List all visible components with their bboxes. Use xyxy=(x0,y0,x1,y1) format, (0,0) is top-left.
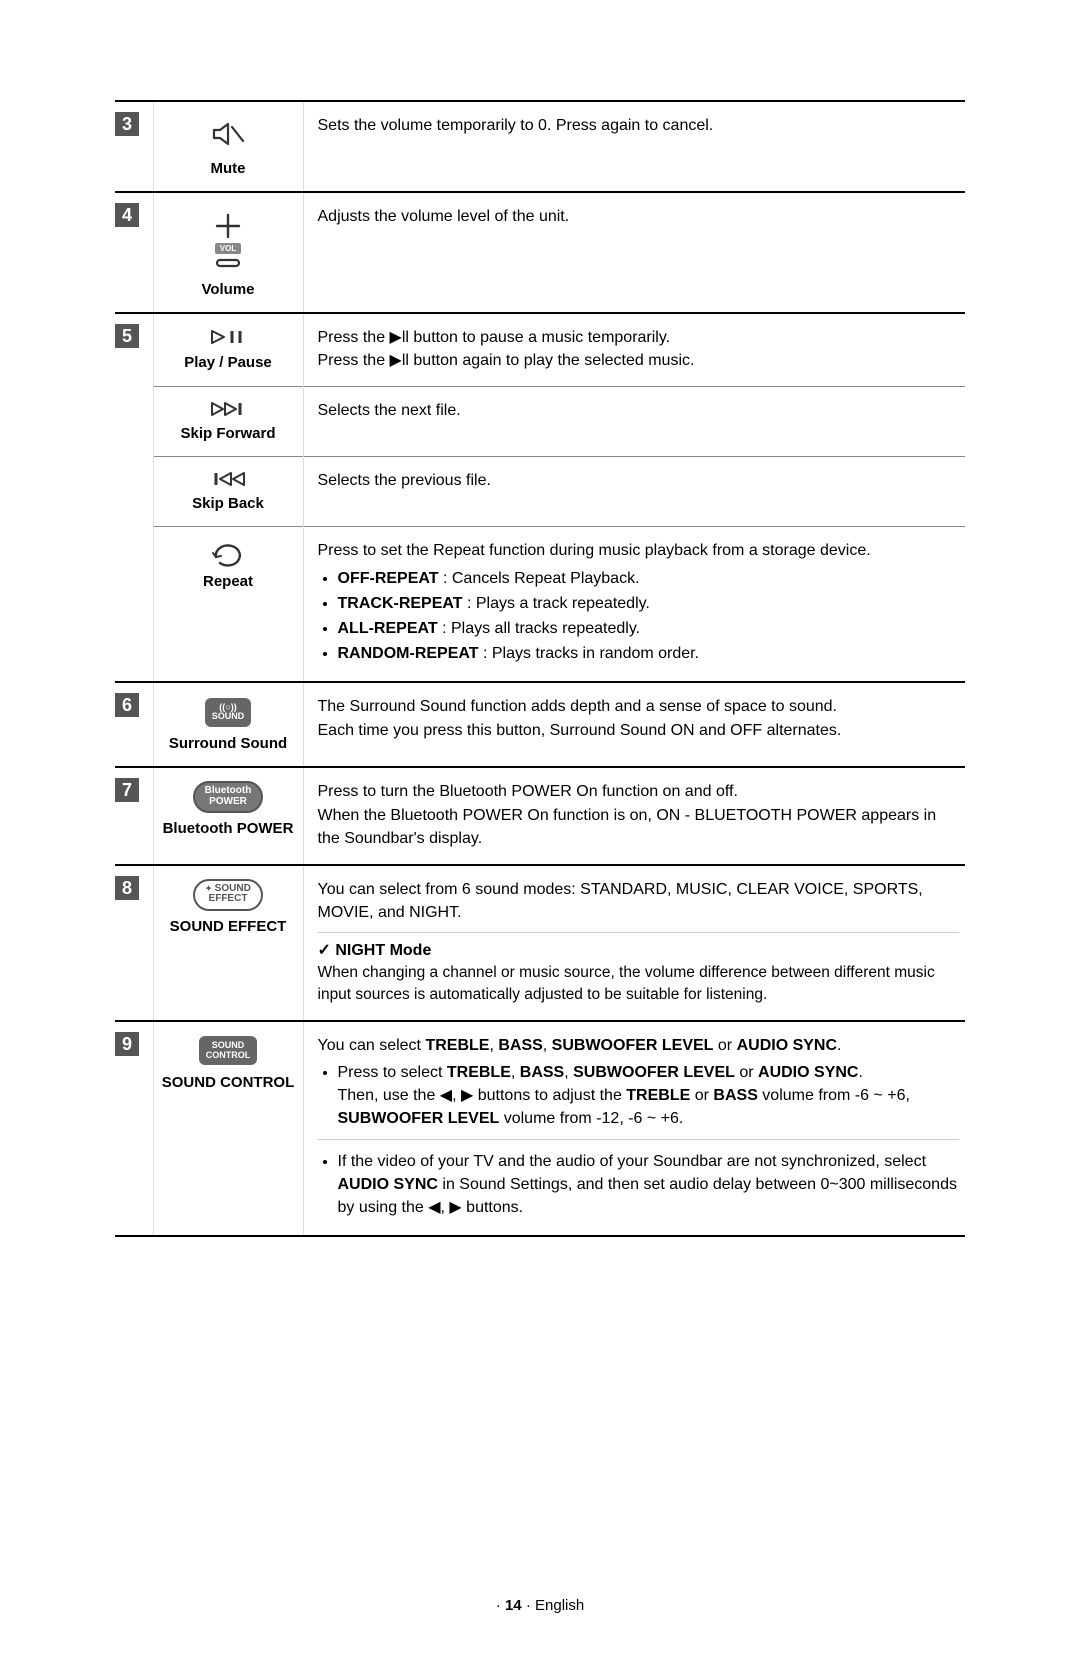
play-label: Play / Pause xyxy=(162,354,295,371)
volume-label: Volume xyxy=(162,281,295,298)
back-desc: Selects the previous file. xyxy=(303,457,965,527)
surround-label: Surround Sound xyxy=(162,735,295,752)
night-mode-heading: ✓ NIGHT Mode xyxy=(318,939,960,962)
repeat-desc: Press to set the Repeat function during … xyxy=(303,527,965,682)
mute-desc: Sets the volume temporarily to 0. Press … xyxy=(303,101,965,192)
label-cell-surround: ((○))SOUND Surround Sound xyxy=(153,682,303,767)
forward-desc: Selects the next file. xyxy=(303,387,965,457)
label-cell-soundeffect: ✦ SOUNDEFFECT SOUND EFFECT xyxy=(153,865,303,1021)
row-number: 4 xyxy=(115,203,139,227)
label-cell-forward: Skip Forward xyxy=(153,387,303,457)
bluetooth-power-icon: BluetoothPOWER xyxy=(162,778,295,816)
label-cell-soundcontrol: SOUNDCONTROL SOUND CONTROL xyxy=(153,1021,303,1236)
label-cell-back: Skip Back xyxy=(153,457,303,527)
page-footer: · 14 · English xyxy=(115,1597,965,1614)
volume-desc: Adjusts the volume level of the unit. xyxy=(303,192,965,313)
surround-desc: The Surround Sound function adds depth a… xyxy=(303,682,965,767)
remote-functions-table: 3 Mute Sets the volume temporarily to 0.… xyxy=(115,100,965,1237)
repeat-label: Repeat xyxy=(162,573,295,590)
manual-page: 3 Mute Sets the volume temporarily to 0.… xyxy=(0,0,1080,1674)
sound-effect-icon: ✦ SOUNDEFFECT xyxy=(162,876,295,914)
sound-control-icon: SOUNDCONTROL xyxy=(162,1032,295,1070)
row-number: 3 xyxy=(115,112,139,136)
label-cell-volume: VOL Volume xyxy=(153,192,303,313)
repeat-icon xyxy=(162,537,295,569)
soundeffect-label: SOUND EFFECT xyxy=(162,918,295,935)
play-desc: Press the ▶ll button to pause a music te… xyxy=(303,313,965,387)
btpower-desc: Press to turn the Bluetooth POWER On fun… xyxy=(303,767,965,865)
skip-back-icon xyxy=(162,467,295,491)
soundcontrol-label: SOUND CONTROL xyxy=(162,1074,295,1091)
label-cell-btpower: BluetoothPOWER Bluetooth POWER xyxy=(153,767,303,865)
soundeffect-desc: You can select from 6 sound modes: STAND… xyxy=(303,865,965,1021)
row-number: 7 xyxy=(115,778,139,802)
page-language: English xyxy=(535,1597,584,1614)
play-pause-icon xyxy=(162,324,295,350)
btpower-label: Bluetooth POWER xyxy=(162,820,295,837)
label-cell-mute: Mute xyxy=(153,101,303,192)
night-mode-body: When changing a channel or music source,… xyxy=(318,962,960,1005)
forward-label: Skip Forward xyxy=(162,425,295,442)
row-number: 5 xyxy=(115,324,139,348)
label-cell-repeat: Repeat xyxy=(153,527,303,682)
surround-icon: ((○))SOUND xyxy=(162,693,295,731)
volume-icon: VOL xyxy=(162,203,295,277)
mute-icon xyxy=(162,112,295,156)
page-number: 14 xyxy=(505,1597,522,1614)
vol-chip: VOL xyxy=(215,243,241,254)
row-number: 8 xyxy=(115,876,139,900)
back-label: Skip Back xyxy=(162,495,295,512)
label-cell-play: Play / Pause xyxy=(153,313,303,387)
skip-forward-icon xyxy=(162,397,295,421)
row-number: 9 xyxy=(115,1032,139,1056)
mute-label: Mute xyxy=(162,160,295,177)
row-number: 6 xyxy=(115,693,139,717)
soundcontrol-desc: You can select TREBLE, BASS, SUBWOOFER L… xyxy=(303,1021,965,1236)
